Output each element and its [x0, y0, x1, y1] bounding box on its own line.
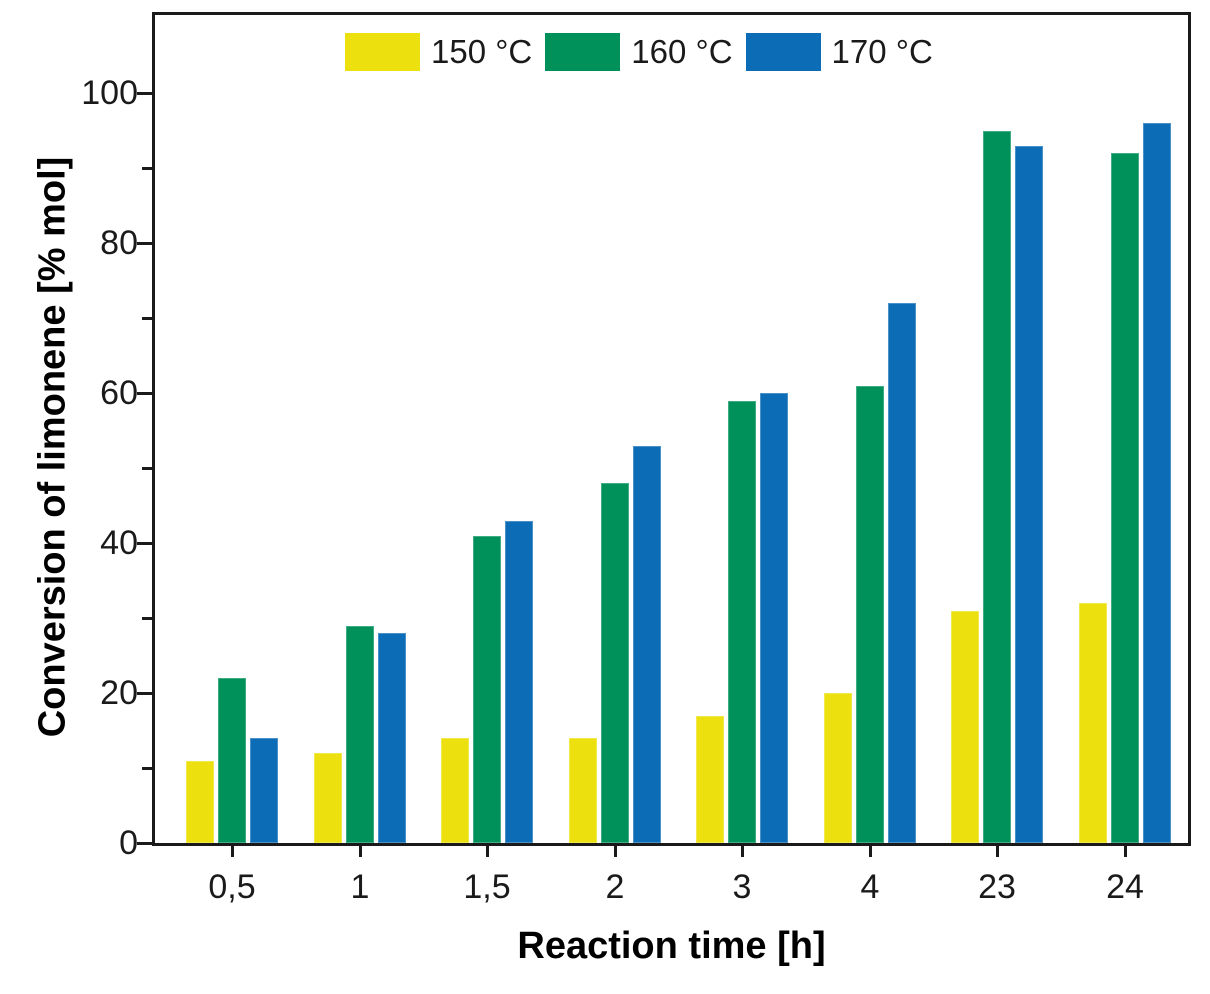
- x-axis-tick-label: 24: [1106, 868, 1144, 906]
- y-axis-major-tick: [137, 91, 152, 95]
- legend-swatch-170C: [745, 33, 821, 71]
- bar-150C-4: [824, 693, 852, 843]
- y-axis-minor-tick: [142, 316, 152, 320]
- bar-group: [569, 445, 661, 843]
- y-axis-tick-label: 80: [100, 224, 138, 262]
- bar-150C-23: [951, 610, 979, 843]
- y-axis-major-tick: [137, 241, 152, 245]
- bar-150C-2: [569, 738, 597, 843]
- bar-150C-1,5: [441, 738, 469, 843]
- bar-150C-3: [696, 715, 724, 843]
- bar-160C-2: [601, 483, 629, 843]
- legend-swatch-150C: [345, 33, 420, 71]
- legend-item: 170 °C: [745, 33, 933, 71]
- legend-label: 170 °C: [831, 33, 933, 70]
- x-axis-tick-label: 4: [860, 868, 880, 906]
- x-axis-tick-label: 23: [978, 868, 1016, 906]
- bar-group: [824, 303, 916, 843]
- x-axis-tick: [995, 843, 999, 857]
- bar-170C-23: [1015, 145, 1043, 843]
- plot-canvas: 150 °C 160 °C 170 °C 0 20 40 60 80 100 0,5 1 1,5 2 3…: [81, 15, 1188, 906]
- x-axis-tick-label: 1: [350, 868, 370, 906]
- bar-group: [1079, 123, 1171, 843]
- bar-160C-3: [728, 400, 756, 843]
- y-axis-major-tick: [137, 541, 152, 545]
- legend-label: 150 °C: [431, 33, 533, 70]
- x-axis-tick-label: 1,5: [463, 868, 511, 906]
- bar-group: [951, 130, 1043, 843]
- y-axis-minor-tick: [142, 616, 152, 620]
- bar-160C-4: [856, 385, 884, 843]
- bar-group: [696, 393, 788, 843]
- bar-group: [441, 520, 533, 843]
- bar-170C-0,5: [250, 738, 278, 843]
- y-axis-minor-tick: [142, 766, 152, 770]
- bar-160C-24: [1111, 153, 1139, 843]
- y-axis-major-tick: [137, 691, 152, 695]
- chart-legend: 150 °C 160 °C 170 °C: [345, 33, 933, 71]
- x-axis-tick: [740, 843, 744, 857]
- bar-150C-1: [314, 753, 342, 843]
- y-axis-tick-label: 60: [100, 374, 138, 412]
- bar-group: [314, 625, 406, 843]
- x-axis-tick-label: 0,5: [208, 868, 256, 906]
- bar-160C-1,5: [473, 535, 501, 843]
- legend-item: 150 °C: [345, 33, 532, 71]
- y-axis-minor-tick: [142, 466, 152, 470]
- y-axis-tick-label: 40: [100, 524, 138, 562]
- y-axis-major-tick: [137, 391, 152, 395]
- bar-150C-0,5: [186, 760, 214, 843]
- bar-150C-24: [1079, 603, 1107, 843]
- legend-label: 160 °C: [631, 33, 733, 70]
- y-axis-tick-label: 20: [100, 674, 138, 712]
- bar-160C-1: [346, 625, 374, 843]
- x-axis-tick-label: 2: [605, 868, 625, 906]
- y-axis-major-tick: [137, 841, 152, 845]
- bar-170C-3: [760, 393, 788, 843]
- bar-170C-2: [633, 445, 661, 843]
- bar-160C-0,5: [218, 678, 246, 843]
- x-axis-tick: [230, 843, 234, 857]
- bar-160C-23: [983, 130, 1011, 843]
- x-axis-tick: [868, 843, 872, 857]
- x-axis-tick: [613, 843, 617, 857]
- x-axis-tick: [1123, 843, 1127, 857]
- x-axis-title: Reaction time [h]: [517, 925, 826, 967]
- bar-170C-24: [1143, 123, 1171, 843]
- bar-170C-4: [888, 303, 916, 843]
- y-axis-tick-label: 0: [119, 824, 138, 862]
- legend-swatch-160C: [545, 33, 621, 71]
- y-axis-tick-label: 100: [81, 74, 138, 112]
- bar-group: [186, 678, 278, 843]
- y-axis-minor-tick: [142, 166, 152, 170]
- x-axis-tick: [358, 843, 362, 857]
- bar-170C-1: [378, 633, 406, 843]
- x-axis-tick: [485, 843, 489, 857]
- x-axis-tick-label: 3: [732, 868, 752, 906]
- legend-item: 160 °C: [545, 33, 733, 71]
- bar-170C-1,5: [505, 520, 533, 843]
